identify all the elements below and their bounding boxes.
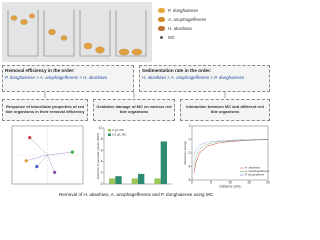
y-tick-label: 0 xyxy=(101,182,103,186)
point xyxy=(28,136,32,140)
y-tick-label: -4 xyxy=(187,164,190,168)
legend-label: A. anophagefferens xyxy=(168,17,207,22)
floc xyxy=(83,42,93,50)
bar xyxy=(108,178,116,184)
figure-art: 0 2 4 6 8 10 Inductive of peroxide values (ROS… xyxy=(7,10,270,188)
floc xyxy=(29,13,35,19)
floc xyxy=(95,46,105,54)
graphical-abstract: P. donghaiense A. anophagefferens H. aka… xyxy=(2,2,270,197)
y-tick-label: 2 xyxy=(189,124,191,128)
floc xyxy=(60,35,68,41)
loading-arrow xyxy=(29,137,48,156)
beaker xyxy=(43,10,75,57)
y-tick-label: 6 xyxy=(101,148,103,152)
swatch xyxy=(158,8,165,13)
mechanism-box: Interaction between MC and different red… xyxy=(180,99,270,121)
loading-arrow xyxy=(26,154,48,161)
swatch xyxy=(158,17,165,22)
x-tick-label: 10 xyxy=(228,180,232,184)
floc xyxy=(118,48,130,56)
legend-label: H. akashiwo xyxy=(168,26,192,31)
legend-label: H. akashiwo xyxy=(245,166,261,170)
legend-label: A. anophagefferens xyxy=(244,169,270,173)
legend-label: 0.5 g/L MC xyxy=(112,133,127,137)
finding-box: Removal efficiency in the order: P. dong… xyxy=(2,65,134,92)
y-tick-label: 2 xyxy=(101,171,103,175)
finding-order: H. akashiwo > A. anophagefferens > P. do… xyxy=(142,74,245,80)
finding-title: Removal efficiency in the order: xyxy=(5,67,75,73)
point xyxy=(70,150,74,154)
finding-order: P. donghaiense > A. anophagefferens > H.… xyxy=(5,74,108,80)
legend-swatch xyxy=(108,133,111,136)
legend: P. donghaiense A. anophagefferens H. aka… xyxy=(158,6,270,42)
bar xyxy=(160,141,168,184)
bar xyxy=(131,178,138,184)
arrows xyxy=(44,92,226,98)
x-tick-label: 15 xyxy=(247,180,251,184)
y-tick-label: 10 xyxy=(99,126,103,130)
loading-arrow xyxy=(36,154,48,167)
y-axis-label: Inductive of peroxide values (ROS) xyxy=(96,133,100,180)
point xyxy=(35,165,39,169)
x-tick-label: 5 xyxy=(210,180,212,184)
line xyxy=(193,139,268,157)
legend-item: H. akashiwo xyxy=(158,24,270,33)
swatch xyxy=(158,26,165,31)
y-tick-label: 4 xyxy=(101,159,103,163)
caption: Removal of H. akashiwo, A. anophageffere… xyxy=(58,192,214,197)
line xyxy=(193,139,269,167)
floc xyxy=(10,15,18,21)
x-tick-label: 20 xyxy=(266,180,270,184)
line xyxy=(193,139,269,174)
legend-item: A. anophagefferens xyxy=(158,15,270,24)
bar xyxy=(154,178,161,184)
floc xyxy=(131,48,143,56)
legend-item: P. donghaiense xyxy=(158,6,270,15)
finding-box: Sedimentation rate in the order: H. akas… xyxy=(139,65,270,92)
loading-arrow xyxy=(47,151,73,156)
y-axis-label: Interaction energy xyxy=(183,140,187,165)
beaker xyxy=(79,10,111,57)
legend-label: 0 g/L MC xyxy=(112,128,125,132)
legend-swatch xyxy=(108,129,111,132)
legend-label: P. donghaiense xyxy=(245,173,265,177)
mechanism-box: Oxidative damage of MC on various red ti… xyxy=(93,99,175,121)
y-tick-label: 8 xyxy=(101,137,103,141)
point xyxy=(53,170,57,174)
point xyxy=(24,159,28,163)
bar xyxy=(138,173,145,184)
beakers xyxy=(7,10,147,57)
beaker xyxy=(115,10,147,57)
mechanism-box: Response of biocellular properties of re… xyxy=(2,99,88,121)
swatch xyxy=(160,36,163,39)
bar xyxy=(115,176,122,184)
legend-label: MC xyxy=(168,35,175,40)
x-axis-label: Distance (nm) xyxy=(219,184,240,188)
x-tick-label: 0 xyxy=(191,180,193,184)
finding-title: Sedimentation rate in the order: xyxy=(142,67,212,73)
flocs xyxy=(10,13,143,56)
legend-label: P. donghaiense xyxy=(168,8,198,13)
loading-arrow xyxy=(47,154,55,173)
floc xyxy=(20,19,28,25)
y-tick-label: -6 xyxy=(187,178,190,182)
y-tick-label: -2 xyxy=(187,151,190,155)
beaker xyxy=(7,10,39,57)
y-tick-label: 0 xyxy=(189,137,191,141)
floc xyxy=(48,29,56,35)
legend-item: MC xyxy=(158,33,270,42)
